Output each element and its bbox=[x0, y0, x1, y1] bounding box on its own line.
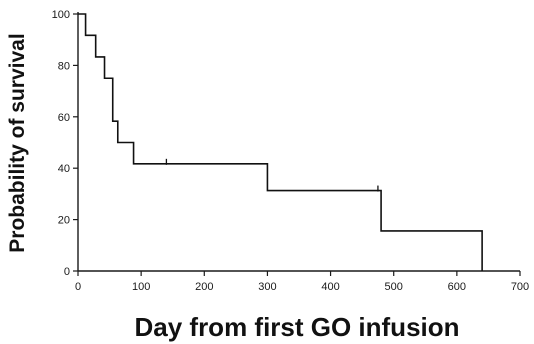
survival-curve-group bbox=[78, 13, 483, 271]
survival-curve bbox=[78, 13, 483, 271]
x-tick-label: 400 bbox=[321, 281, 339, 293]
y-tick-label: 0 bbox=[64, 266, 70, 278]
y-tick-label: 60 bbox=[58, 112, 70, 124]
censor-marks bbox=[112, 94, 379, 192]
x-tick-label: 200 bbox=[195, 281, 213, 293]
y-tick-label: 40 bbox=[58, 163, 70, 175]
x-axis-title: Day from first GO infusion bbox=[134, 312, 459, 342]
x-tick-label: 500 bbox=[385, 281, 403, 293]
ticks: 0 100 200 300 400 500 600 700 0 20 40 60 80 100 bbox=[52, 9, 530, 293]
x-tick-label: 700 bbox=[511, 281, 529, 293]
y-tick-label: 20 bbox=[58, 215, 70, 227]
y-tick-label: 100 bbox=[52, 9, 70, 21]
x-tick-label: 300 bbox=[258, 281, 276, 293]
y-axis-title: Probability of survival bbox=[6, 33, 29, 252]
x-tick-label: 600 bbox=[448, 281, 466, 293]
x-tick-label: 0 bbox=[75, 281, 81, 293]
y-tick-label: 80 bbox=[58, 60, 70, 72]
axes bbox=[77, 12, 520, 272]
x-tick-label: 100 bbox=[132, 281, 150, 293]
